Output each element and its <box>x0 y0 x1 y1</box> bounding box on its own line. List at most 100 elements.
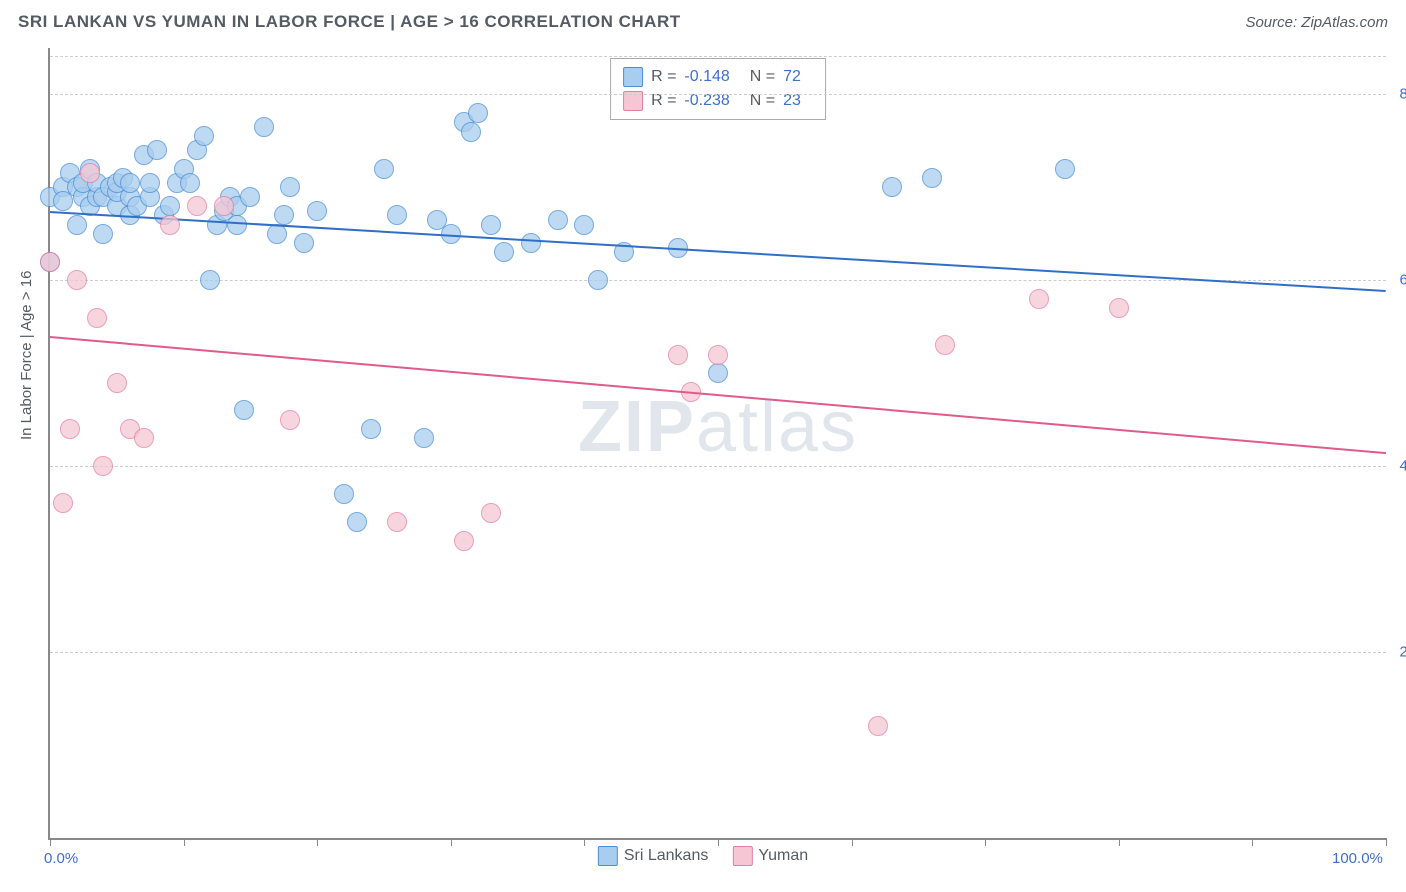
data-point <box>93 456 113 476</box>
data-point <box>160 215 180 235</box>
data-point <box>107 373 127 393</box>
data-point <box>1055 159 1075 179</box>
y-tick-label: 20.0% <box>1399 644 1406 661</box>
x-tick <box>1252 838 1253 846</box>
data-point <box>147 140 167 160</box>
data-point <box>882 177 902 197</box>
data-point <box>468 103 488 123</box>
x-axis-min-label: 0.0% <box>44 850 78 867</box>
x-tick <box>184 838 185 846</box>
y-tick-label: 60.0% <box>1399 272 1406 289</box>
grid-line <box>50 280 1386 281</box>
data-point <box>481 215 501 235</box>
legend-label-sri: Sri Lankans <box>624 847 709 865</box>
data-point <box>387 205 407 225</box>
data-point <box>521 233 541 253</box>
data-point <box>868 716 888 736</box>
data-point <box>668 345 688 365</box>
y-tick-label: 80.0% <box>1399 86 1406 103</box>
data-point <box>93 224 113 244</box>
data-point <box>307 201 327 221</box>
data-point <box>187 196 207 216</box>
data-point <box>240 187 260 207</box>
data-point <box>1029 289 1049 309</box>
x-tick <box>985 838 986 846</box>
data-point <box>347 512 367 532</box>
plot-area: ZIPatlas R = -0.148 N = 72 R = -0.238 N … <box>48 48 1386 840</box>
n-label: N = <box>750 68 775 86</box>
data-point <box>588 270 608 290</box>
grid-line <box>50 56 1386 57</box>
x-tick <box>50 838 51 846</box>
y-tick-label: 40.0% <box>1399 458 1406 475</box>
data-point <box>1109 298 1129 318</box>
data-point <box>374 159 394 179</box>
data-point <box>87 308 107 328</box>
chart-header: SRI LANKAN VS YUMAN IN LABOR FORCE | AGE… <box>18 12 1388 40</box>
x-tick <box>1119 838 1120 846</box>
data-point <box>194 126 214 146</box>
x-tick <box>451 838 452 846</box>
n-value-sri: 72 <box>783 68 801 86</box>
legend-item-yum: Yuman <box>732 846 808 866</box>
legend-swatch-yum <box>732 846 752 866</box>
data-point <box>67 270 87 290</box>
x-axis-max-label: 100.0% <box>1332 850 1383 867</box>
data-point <box>140 173 160 193</box>
data-point <box>548 210 568 230</box>
legend-row-sri: R = -0.148 N = 72 <box>623 65 813 89</box>
data-point <box>708 345 728 365</box>
data-point <box>361 419 381 439</box>
data-point <box>120 173 140 193</box>
legend-item-sri: Sri Lankans <box>598 846 709 866</box>
correlation-legend: R = -0.148 N = 72 R = -0.238 N = 23 <box>610 58 826 120</box>
data-point <box>274 205 294 225</box>
x-tick <box>584 838 585 846</box>
x-tick <box>1386 838 1387 846</box>
data-point <box>254 117 274 137</box>
data-point <box>387 512 407 532</box>
data-point <box>461 122 481 142</box>
x-tick <box>718 838 719 846</box>
data-point <box>574 215 594 235</box>
data-point <box>708 363 728 383</box>
r-label: R = <box>651 68 676 86</box>
r-value-sri: -0.148 <box>684 68 729 86</box>
legend-swatch-sri <box>598 846 618 866</box>
data-point <box>334 484 354 504</box>
source-label: Source: ZipAtlas.com <box>1245 14 1388 31</box>
data-point <box>67 215 87 235</box>
chart-title: SRI LANKAN VS YUMAN IN LABOR FORCE | AGE… <box>18 12 681 31</box>
data-point <box>454 531 474 551</box>
grid-line <box>50 94 1386 95</box>
data-point <box>280 177 300 197</box>
data-point <box>53 493 73 513</box>
legend-row-yum: R = -0.238 N = 23 <box>623 89 813 113</box>
watermark: ZIPatlas <box>578 386 858 468</box>
data-point <box>414 428 434 448</box>
data-point <box>180 173 200 193</box>
data-point <box>134 428 154 448</box>
x-tick <box>852 838 853 846</box>
legend-swatch-sri <box>623 67 643 87</box>
data-point <box>234 400 254 420</box>
data-point <box>294 233 314 253</box>
x-tick <box>317 838 318 846</box>
data-point <box>935 335 955 355</box>
data-point <box>494 242 514 262</box>
data-point <box>481 503 501 523</box>
data-point <box>160 196 180 216</box>
y-axis-label: In Labor Force | Age > 16 <box>18 271 35 440</box>
data-point <box>280 410 300 430</box>
grid-line <box>50 652 1386 653</box>
data-point <box>227 215 247 235</box>
data-point <box>214 196 234 216</box>
grid-line <box>50 466 1386 467</box>
data-point <box>922 168 942 188</box>
legend-label-yum: Yuman <box>758 847 808 865</box>
data-point <box>200 270 220 290</box>
data-point <box>60 419 80 439</box>
watermark-bold: ZIP <box>578 387 696 467</box>
data-point <box>80 163 100 183</box>
series-legend: Sri Lankans Yuman <box>598 846 808 866</box>
